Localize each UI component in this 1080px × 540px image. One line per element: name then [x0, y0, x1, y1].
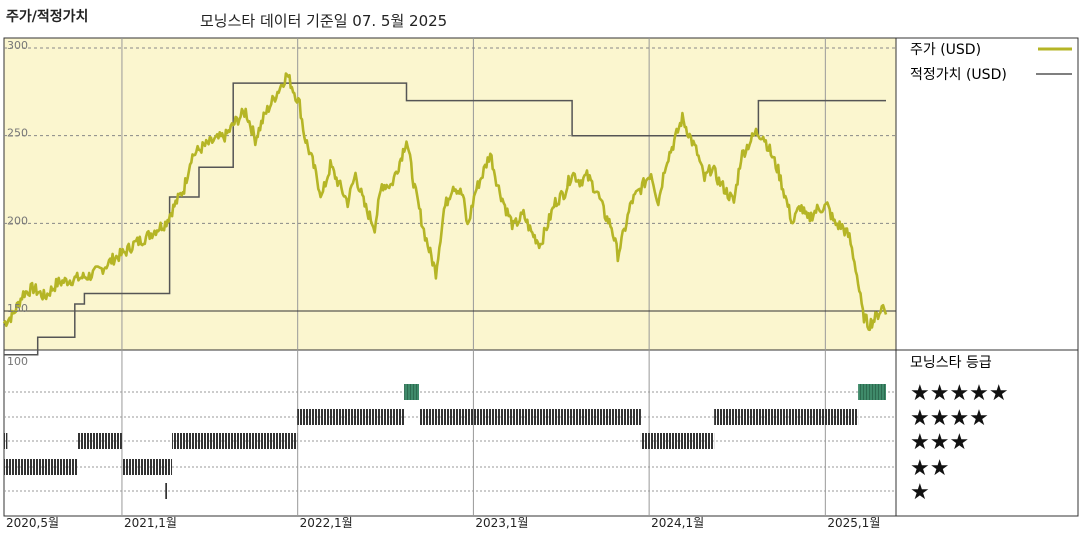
price-legend-label: 주가 (USD): [910, 42, 981, 58]
rating-bar-4-star: [714, 409, 788, 425]
star-rating-label-2: ★★: [910, 456, 949, 481]
rating-bar-4-star: [419, 409, 641, 425]
rating-legend-title: 모닝스타 등급: [910, 355, 992, 371]
chart-title: 주가/적정가치: [6, 9, 89, 25]
fair-value-layer: [4, 82, 886, 356]
rating-bar-2-star: [121, 459, 173, 475]
y-tick-label: 300: [7, 39, 28, 52]
x-tick-label: 2024,1월: [651, 516, 704, 530]
rating-bar-3-star: [77, 433, 122, 449]
x-tick-label: 2022,1월: [300, 516, 353, 530]
rating-bar-3-star: [172, 433, 234, 449]
y-tick-label: 150: [7, 302, 28, 315]
price-layer: [2, 72, 888, 332]
y-tick-label: 250: [7, 127, 28, 140]
x-tick-label: 2023,1월: [475, 516, 528, 530]
fair-value-line: [4, 82, 886, 356]
rating-y-tick-label: 100: [7, 355, 28, 368]
rating-bar-3-star: [233, 433, 298, 449]
x-tick-label: 2020,5월: [6, 516, 59, 530]
star-rating-label-3: ★★★: [910, 430, 969, 455]
rating-bar-3-star: [4, 433, 8, 449]
star-rating-label-4: ★★★★: [910, 406, 989, 431]
fair-value-legend-label: 적정가치 (USD): [910, 67, 1007, 83]
price-line: [2, 72, 888, 332]
axis-label-layer: 2020,5월 2021,1월 2022,1월 2023,1월 2024,1월 2025,…: [6, 39, 1009, 530]
data-basis-date: 모닝스타 데이터 기준일 07. 5월 2025: [200, 12, 448, 30]
star-rating-label-5: ★★★★★: [910, 381, 1009, 406]
x-tick-label: 2025,1월: [827, 516, 880, 530]
rating-layer: [4, 384, 886, 499]
rating-bar-2-star: [4, 459, 78, 475]
y-tick-label: 200: [7, 214, 28, 227]
rating-bar-3-star: [655, 433, 715, 449]
rating-bar-3-star: [640, 433, 656, 449]
rating-bar-4-star: [297, 409, 405, 425]
rating-bar-5-star: [404, 384, 420, 400]
rating-bar-5-star: [858, 384, 886, 400]
x-tick-label: 2021,1월: [124, 516, 177, 530]
star-rating-label-1: ★: [910, 480, 930, 505]
rating-bar-4-star: [787, 409, 859, 425]
rating-bar-1-star: [165, 483, 168, 499]
